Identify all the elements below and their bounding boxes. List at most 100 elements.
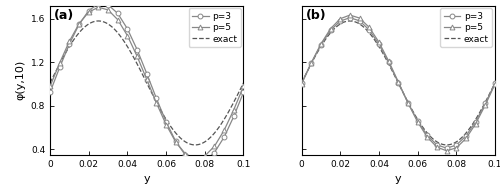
p=3	[414, 120, 420, 122]
exact	[440, 143, 446, 146]
p=5	[231, 108, 237, 111]
p=3	[337, 20, 343, 22]
p=5	[366, 26, 372, 28]
exact	[187, 143, 193, 145]
p=5	[308, 62, 314, 64]
p=3	[86, 9, 91, 12]
p=5	[47, 85, 53, 88]
p=3	[366, 29, 372, 31]
p=3	[182, 154, 188, 156]
p=5	[463, 137, 469, 140]
p=3	[154, 97, 160, 100]
p=5	[298, 83, 304, 85]
p=3	[114, 12, 120, 15]
exact	[96, 20, 102, 22]
p=5	[376, 41, 382, 43]
X-axis label: y: y	[144, 174, 150, 184]
p=5	[173, 141, 179, 143]
p=3	[386, 61, 392, 64]
p=3	[454, 144, 460, 146]
Text: (a): (a)	[54, 9, 74, 22]
p=3	[124, 28, 130, 30]
p=3	[231, 115, 237, 117]
p=3	[105, 4, 111, 6]
p=3	[240, 91, 246, 94]
p=5	[337, 18, 343, 20]
p=5	[328, 28, 334, 30]
Line: p=5: p=5	[48, 5, 246, 161]
p=5	[482, 104, 488, 106]
p=5	[66, 40, 72, 42]
p=5	[396, 81, 402, 83]
X-axis label: y: y	[395, 174, 402, 184]
p=5	[434, 146, 440, 148]
Line: p=3: p=3	[48, 1, 246, 164]
p=3	[202, 160, 208, 162]
p=3	[492, 82, 498, 84]
p=5	[114, 19, 120, 21]
p=3	[66, 43, 72, 45]
p=3	[318, 44, 324, 46]
p=3	[424, 134, 430, 137]
p=3	[405, 102, 411, 104]
exact	[110, 27, 116, 29]
p=5	[386, 60, 392, 62]
Line: p=3: p=3	[299, 15, 498, 151]
exact	[420, 127, 426, 130]
p=5	[192, 157, 198, 160]
p=3	[163, 121, 169, 123]
exact	[240, 82, 246, 84]
p=3	[134, 48, 140, 51]
p=5	[347, 14, 353, 16]
exact	[322, 39, 328, 42]
p=5	[221, 129, 227, 131]
exact	[124, 45, 130, 47]
p=5	[202, 155, 208, 157]
p=3	[356, 20, 362, 22]
p=3	[308, 62, 314, 64]
exact	[169, 127, 175, 130]
p=5	[182, 153, 188, 155]
p=3	[76, 23, 82, 26]
p=3	[96, 3, 102, 5]
p=3	[328, 29, 334, 32]
p=5	[472, 123, 478, 125]
exact	[376, 45, 382, 47]
p=3	[47, 91, 53, 94]
p=5	[240, 85, 246, 88]
p=3	[396, 81, 402, 84]
p=5	[96, 6, 102, 8]
p=3	[444, 147, 450, 149]
p=3	[144, 72, 150, 75]
p=5	[454, 147, 460, 149]
exact	[444, 144, 450, 146]
p=5	[124, 34, 130, 37]
Line: exact: exact	[50, 21, 244, 145]
p=5	[76, 23, 82, 25]
exact	[188, 143, 194, 146]
p=5	[444, 150, 450, 152]
p=5	[163, 123, 169, 126]
exact	[47, 82, 53, 84]
p=5	[212, 145, 218, 147]
Line: p=5: p=5	[299, 13, 498, 153]
Legend: p=3, p=5, exact: p=3, p=5, exact	[440, 8, 492, 47]
p=5	[144, 78, 150, 81]
p=5	[356, 17, 362, 19]
p=3	[376, 43, 382, 45]
p=5	[492, 83, 498, 85]
p=5	[424, 136, 430, 138]
exact	[298, 82, 304, 84]
p=3	[298, 82, 304, 84]
p=3	[173, 140, 179, 142]
p=5	[318, 43, 324, 45]
p=5	[154, 102, 160, 104]
p=5	[56, 62, 62, 64]
p=3	[192, 161, 198, 163]
exact	[70, 39, 76, 42]
exact	[192, 144, 198, 146]
p=5	[86, 11, 91, 13]
Line: exact: exact	[302, 21, 495, 145]
exact	[438, 143, 444, 145]
Y-axis label: φ(y,10): φ(y,10)	[15, 60, 25, 100]
